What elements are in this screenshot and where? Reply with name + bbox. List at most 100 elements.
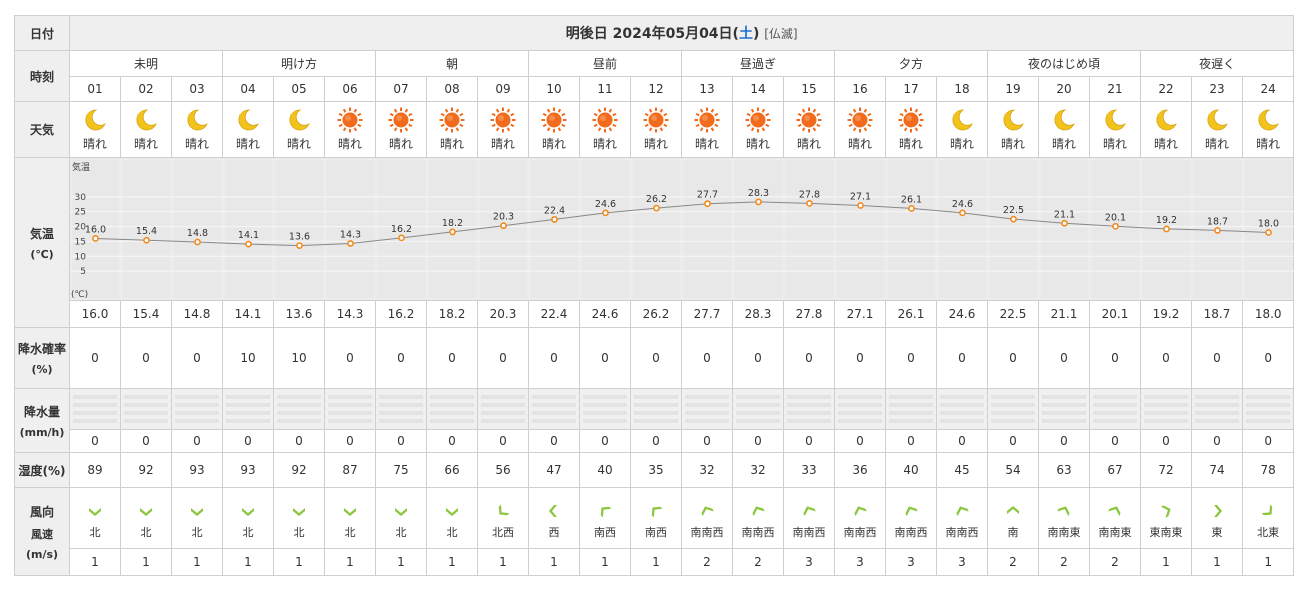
wind-speed-cell: 3 — [936, 548, 988, 576]
temp-cell: 18.7 — [1191, 300, 1243, 328]
wind-arrow-icon — [274, 502, 324, 520]
temp-point-label: 22.4 — [544, 205, 565, 216]
wind-speed-cell: 1 — [630, 548, 682, 576]
weather-cell: 晴れ — [630, 101, 682, 158]
weather-text: 晴れ — [898, 137, 923, 151]
weather-text: 晴れ — [184, 137, 209, 151]
humidity-cell: 35 — [630, 452, 682, 488]
pop-cell: 0 — [324, 327, 376, 389]
weather-cell: 晴れ — [834, 101, 886, 158]
temp-cell: 14.8 — [171, 300, 223, 328]
pop-cell: 0 — [936, 327, 988, 389]
weather-label: 天気 — [14, 101, 70, 158]
rain-label: 降水量 (mm/h) — [14, 388, 70, 453]
sun-icon — [682, 107, 732, 133]
rain-cell: 0 — [1191, 429, 1243, 453]
rain-bar-cell — [69, 388, 121, 430]
humidity-cell: 32 — [732, 452, 784, 488]
rain-cell: 0 — [1140, 429, 1192, 453]
temp-point — [857, 202, 864, 209]
hour-cell: 15 — [783, 76, 835, 102]
temp-point — [602, 209, 609, 217]
pop-label-text-1: (%) — [31, 363, 53, 376]
weather-text: 晴れ — [1256, 137, 1281, 151]
wind-dir-text: 南南西 — [843, 526, 877, 539]
temp-line — [95, 201, 1269, 247]
wind-speed-cell: 3 — [783, 548, 835, 576]
hour-cell: 07 — [375, 76, 427, 102]
temp-chart-cell: 気温 5 10 15 20 25 30 (℃) 16.0 15.4 14.8 14.1 13.6 14.3… — [68, 157, 1295, 301]
humidity-label-text-0: 湿度(%) — [18, 463, 66, 478]
temp-label-text-1: (℃) — [30, 247, 54, 261]
wind-dir-text: 南南東 — [1098, 526, 1132, 539]
rain-bar-cell — [426, 388, 478, 430]
pop-cell: 0 — [1191, 327, 1243, 389]
humidity-cell: 67 — [1089, 452, 1141, 488]
chart-column-bg — [633, 160, 680, 298]
wind-dir-text: 東南東 — [1149, 526, 1183, 539]
wind-dir-cell: 北 — [222, 487, 274, 549]
moon-icon — [172, 107, 222, 133]
temp-point — [755, 198, 762, 206]
wind-arrow-icon — [172, 502, 222, 520]
chart-column-bg — [1041, 160, 1088, 298]
wind-arrow-icon — [1192, 502, 1242, 520]
weather-text: 晴れ — [847, 137, 872, 151]
rain-cell: 0 — [69, 429, 121, 453]
wind-speed-cell: 2 — [987, 548, 1039, 576]
rain-bar-empty — [328, 395, 372, 423]
humidity-cell: 87 — [324, 452, 376, 488]
pop-cell: 0 — [1140, 327, 1192, 389]
y-tick-label: 20 — [75, 223, 87, 233]
temp-cell: 18.0 — [1241, 300, 1295, 328]
pop-cell: 0 — [528, 327, 580, 389]
temp-point — [653, 204, 660, 212]
rain-bar-empty — [787, 395, 831, 423]
wind-dir-text: 南南西 — [945, 526, 979, 539]
temp-point — [500, 222, 507, 230]
weather-text: 晴れ — [643, 137, 668, 151]
humidity-cell: 66 — [426, 452, 478, 488]
rain-bar-cell — [783, 388, 835, 430]
humidity-cell: 93 — [171, 452, 223, 488]
wind-dir-cell: 南南西 — [681, 487, 733, 549]
y-tick-label: 5 — [80, 267, 86, 277]
rain-bar-empty — [940, 395, 984, 423]
weather-text: 晴れ — [1000, 137, 1025, 151]
rain-bar-empty — [838, 395, 882, 423]
wind-dir-cell: 北 — [171, 487, 223, 549]
wind-arrow-icon — [325, 502, 375, 520]
humidity-cell: 92 — [273, 452, 325, 488]
chart-yunit: (℃) — [71, 290, 88, 300]
wind-arrow-icon — [478, 502, 528, 520]
rain-bar-cell — [1089, 388, 1141, 430]
humidity-cell: 74 — [1191, 452, 1243, 488]
y-tick-label: 10 — [75, 252, 87, 262]
rain-bar-empty — [583, 395, 627, 423]
hour-cell: 05 — [273, 76, 325, 102]
sun-icon — [835, 107, 885, 133]
wind-arrow-icon — [529, 502, 579, 520]
temp-point — [449, 228, 456, 236]
weather-cell: 晴れ — [1089, 101, 1141, 158]
temp-point — [1061, 219, 1068, 227]
wind-arrow-icon — [631, 502, 681, 520]
temp-cell: 21.1 — [1038, 300, 1090, 328]
moon-icon — [988, 107, 1038, 133]
rain-bar-cell — [630, 388, 682, 430]
pop-cell: 0 — [579, 327, 631, 389]
wind-dir-cell: 南南東 — [1089, 487, 1141, 549]
rain-bar-cell — [273, 388, 325, 430]
humidity-cell: 78 — [1241, 452, 1295, 488]
temp-point — [398, 234, 405, 242]
rokuyo-badge: [仏滅] — [764, 27, 798, 41]
weather-cell: 晴れ — [528, 101, 580, 158]
weather-cell: 晴れ — [477, 101, 529, 158]
rain-bar-cell — [171, 388, 223, 430]
wind-dir-cell: 北 — [426, 487, 478, 549]
temp-point-label: 15.4 — [136, 226, 157, 237]
rain-bar-cell — [324, 388, 376, 430]
y-tick-label: 25 — [75, 208, 86, 218]
weather-text: 晴れ — [388, 137, 413, 151]
hour-cell: 22 — [1140, 76, 1192, 102]
